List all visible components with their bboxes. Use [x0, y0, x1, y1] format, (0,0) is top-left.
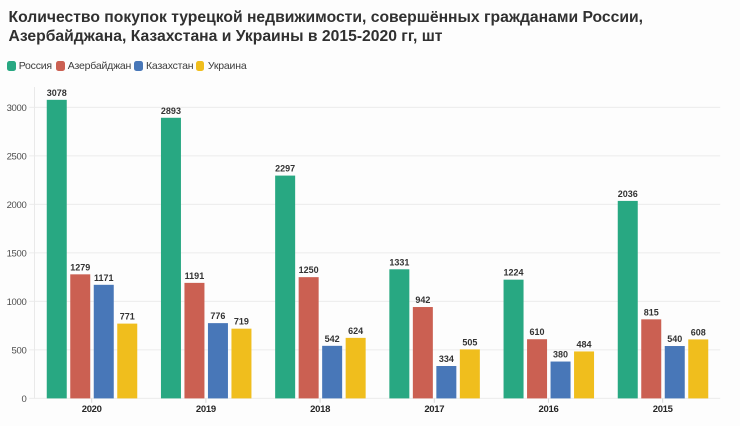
svg-text:1191: 1191	[185, 271, 205, 281]
svg-text:1331: 1331	[389, 257, 409, 267]
svg-text:610: 610	[530, 327, 545, 337]
svg-text:1250: 1250	[299, 265, 319, 275]
svg-text:3000: 3000	[7, 103, 27, 114]
svg-text:1224: 1224	[504, 268, 524, 278]
svg-text:2893: 2893	[161, 106, 181, 116]
svg-text:2000: 2000	[7, 200, 27, 211]
svg-text:2016: 2016	[539, 404, 559, 415]
svg-text:2036: 2036	[618, 189, 638, 199]
svg-text:500: 500	[12, 345, 27, 356]
svg-text:776: 776	[210, 311, 225, 321]
svg-text:1171: 1171	[94, 273, 114, 283]
svg-text:2019: 2019	[196, 404, 216, 415]
svg-text:2500: 2500	[7, 151, 27, 162]
svg-text:484: 484	[577, 339, 592, 349]
svg-text:540: 540	[667, 334, 682, 344]
svg-text:3078: 3078	[47, 88, 67, 98]
svg-text:2020: 2020	[82, 404, 102, 415]
svg-text:505: 505	[462, 337, 477, 347]
svg-text:815: 815	[644, 307, 659, 317]
svg-text:0: 0	[22, 394, 27, 405]
svg-text:1000: 1000	[7, 297, 27, 308]
svg-text:942: 942	[415, 295, 430, 305]
svg-text:608: 608	[691, 327, 706, 337]
svg-text:771: 771	[120, 312, 135, 322]
svg-text:542: 542	[325, 334, 340, 344]
svg-text:2015: 2015	[653, 404, 674, 415]
svg-text:1279: 1279	[70, 262, 90, 272]
svg-text:2018: 2018	[310, 404, 330, 415]
svg-text:2297: 2297	[275, 164, 295, 174]
svg-text:334: 334	[439, 354, 454, 364]
svg-text:1500: 1500	[7, 248, 27, 259]
svg-text:719: 719	[234, 317, 249, 327]
svg-text:624: 624	[348, 326, 363, 336]
svg-text:2017: 2017	[424, 404, 444, 415]
svg-text:380: 380	[553, 350, 568, 360]
